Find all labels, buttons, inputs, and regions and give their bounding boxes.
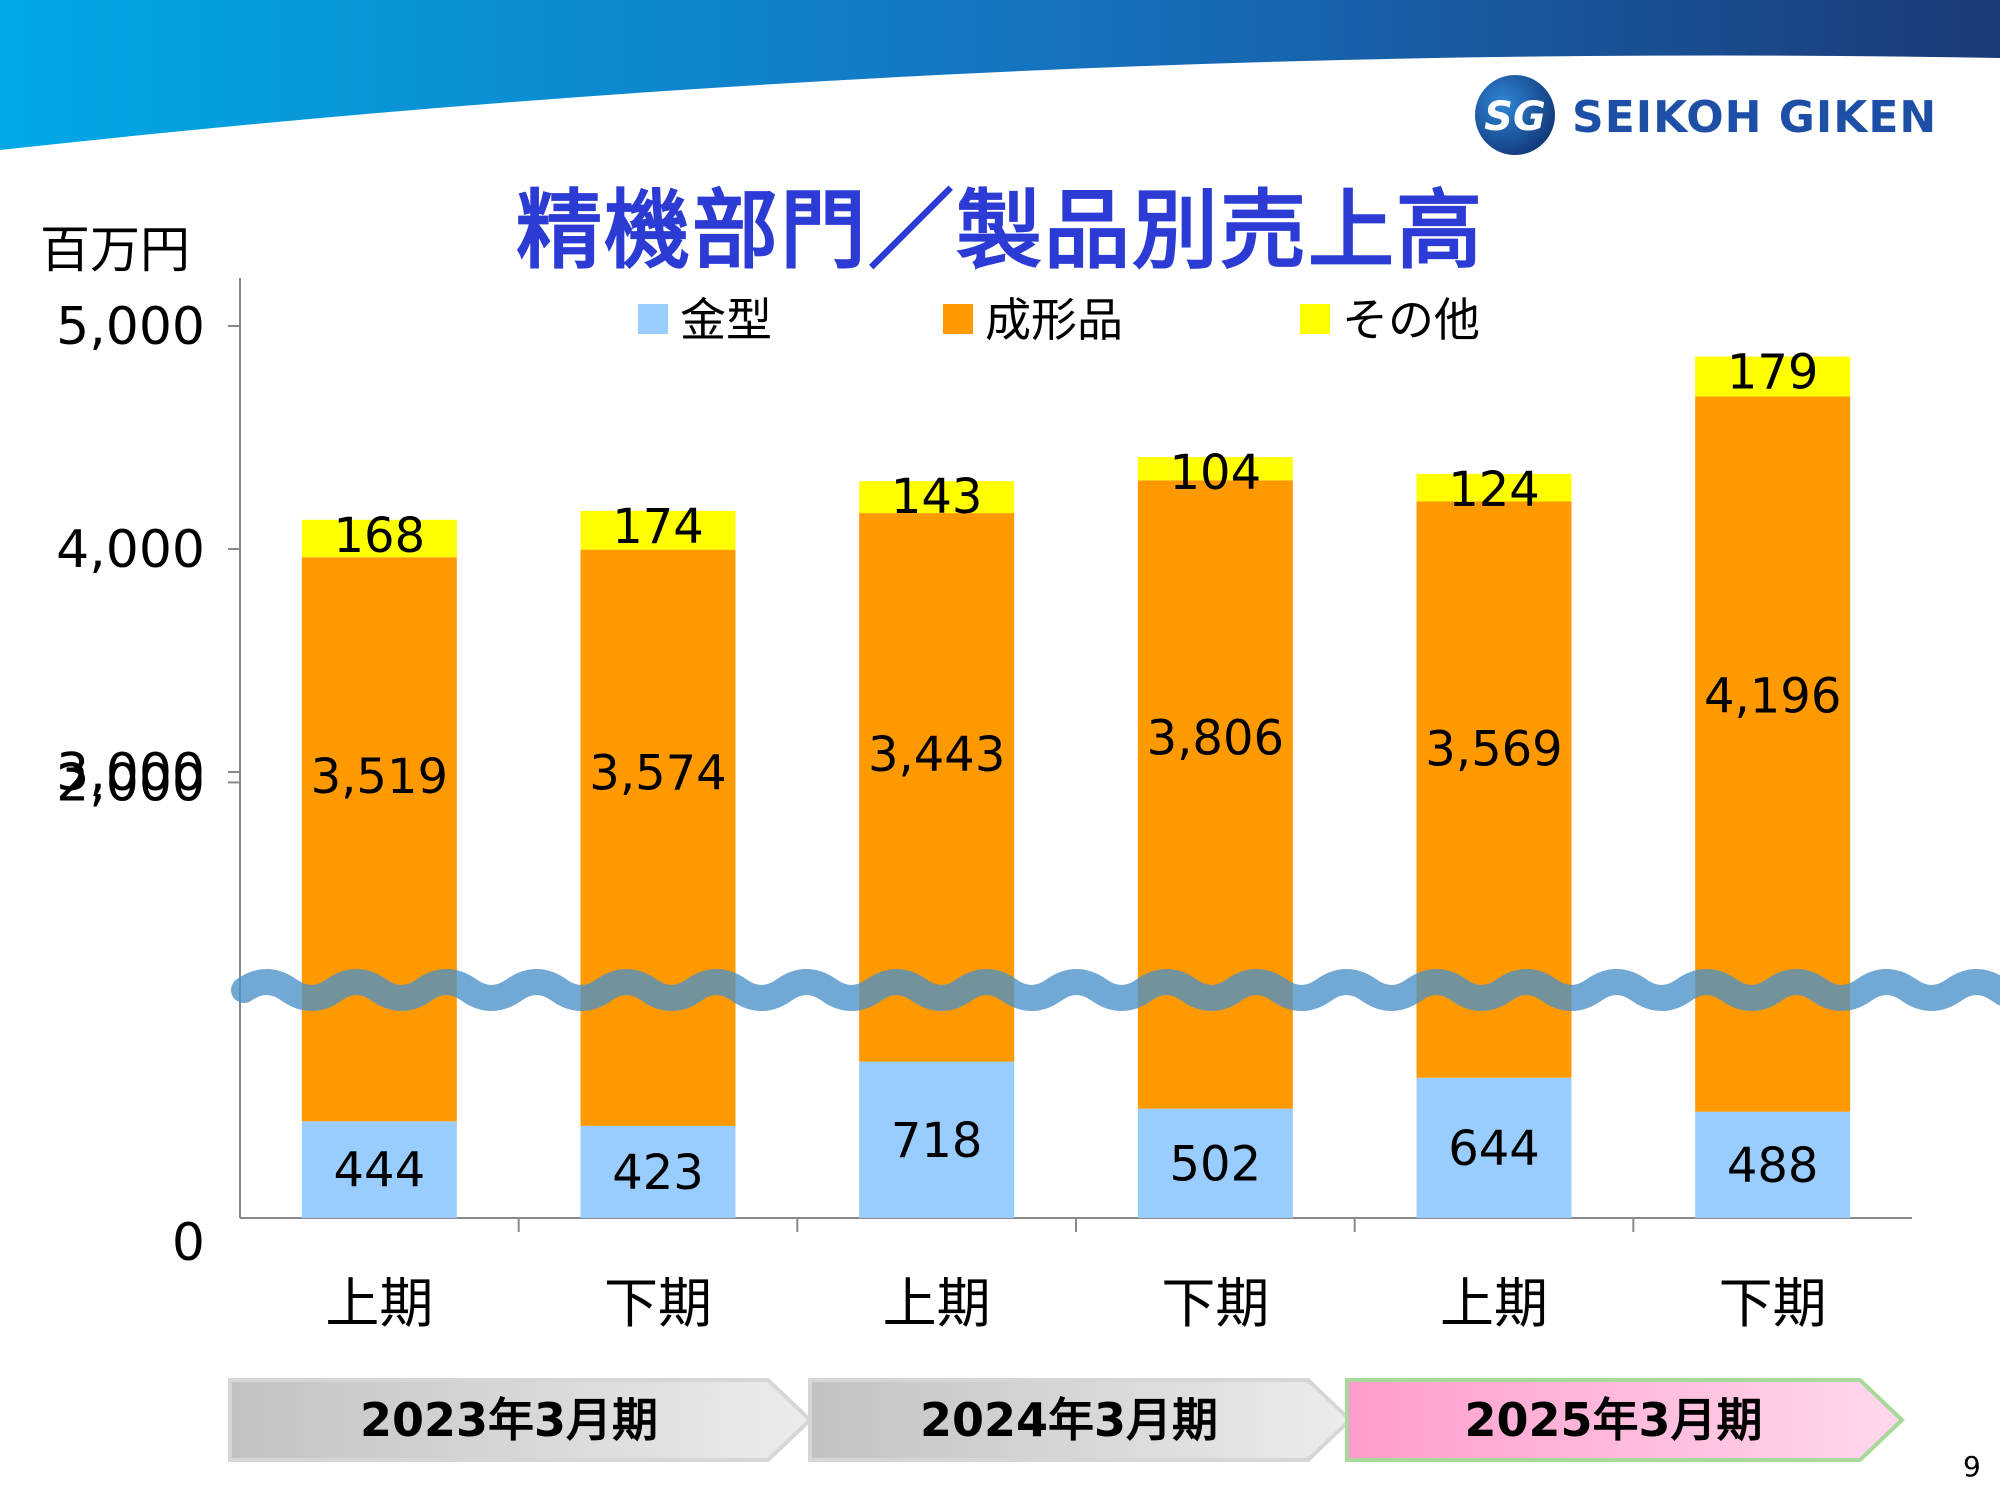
x-category-label: 下期 xyxy=(1719,1272,1827,1335)
data-label: 502 xyxy=(1170,1136,1262,1192)
bar-segment xyxy=(301,557,457,1122)
legend-swatch xyxy=(638,304,668,334)
header-banner xyxy=(0,0,2000,150)
legend-label: その他 xyxy=(1342,293,1480,347)
legend-swatch xyxy=(943,304,973,334)
data-label: 3,443 xyxy=(868,727,1005,783)
brand-name: SEIKOH GIKEN xyxy=(1572,92,1938,143)
fiscal-period-arrow xyxy=(1345,1378,1905,1462)
y-tick-label: 5,000 xyxy=(56,297,205,357)
data-label: 124 xyxy=(1448,462,1540,518)
bar-segment xyxy=(1416,473,1572,502)
fiscal-period-label: 2024年3月期 xyxy=(920,1393,1218,1447)
data-label: 3,806 xyxy=(1147,711,1284,767)
axis-break-wave xyxy=(231,969,2000,1011)
page-title: 精機部門／製品別売上高 xyxy=(516,181,1484,281)
legend-swatch xyxy=(1300,304,1330,334)
data-label: 168 xyxy=(334,508,426,564)
x-category-label: 下期 xyxy=(1161,1272,1269,1335)
bar-segment xyxy=(580,510,736,550)
data-label: 179 xyxy=(1727,345,1819,401)
bar-segment xyxy=(1137,1108,1293,1218)
bar-segment xyxy=(1695,1111,1851,1218)
data-label: 143 xyxy=(891,469,983,525)
data-label: 3,519 xyxy=(311,749,448,805)
bar-segment xyxy=(1416,1077,1572,1218)
data-label: 444 xyxy=(334,1143,426,1199)
fiscal-period-label: 2025年3月期 xyxy=(1464,1393,1762,1447)
data-label: 3,569 xyxy=(1425,721,1562,777)
data-label: 488 xyxy=(1727,1138,1819,1194)
page-number: 9 xyxy=(1963,1450,1981,1483)
x-category-label: 上期 xyxy=(1440,1272,1548,1335)
x-category-label: 下期 xyxy=(604,1272,712,1335)
data-label: 718 xyxy=(891,1113,983,1169)
data-label: 174 xyxy=(612,499,704,555)
data-label: 104 xyxy=(1170,445,1262,501)
data-label: 423 xyxy=(612,1145,704,1201)
legend-label: 金型 xyxy=(680,293,772,347)
data-label: 4,196 xyxy=(1704,669,1841,725)
data-label: 3,574 xyxy=(589,745,726,801)
company-logo-icon: SG xyxy=(1475,75,1555,155)
bar-segment xyxy=(1137,457,1293,481)
bar-segment xyxy=(301,519,457,558)
y-tick-label: 2,000 xyxy=(56,753,205,813)
x-category-label: 上期 xyxy=(325,1272,433,1335)
bar-segment xyxy=(301,1121,457,1218)
bar-segment xyxy=(580,549,736,1126)
bar-segment xyxy=(1137,480,1293,1109)
y-tick-label: 0 xyxy=(172,1213,205,1273)
y-tick-label: 4,000 xyxy=(56,520,205,580)
fiscal-period-arrow xyxy=(808,1378,1353,1462)
bar-segment xyxy=(580,1125,736,1218)
legend-label: 成形品 xyxy=(985,293,1123,347)
data-label: 644 xyxy=(1448,1121,1540,1177)
bar-segment xyxy=(1695,356,1851,397)
fiscal-period-arrow xyxy=(228,1378,813,1462)
x-category-label: 上期 xyxy=(883,1272,991,1335)
y-tick-label: 3,000 xyxy=(56,743,205,803)
bar-segment xyxy=(859,1061,1015,1218)
y-axis-unit-label: 百万円 xyxy=(40,221,190,279)
fiscal-period-label: 2023年3月期 xyxy=(360,1393,658,1447)
svg-text:SG: SG xyxy=(1484,94,1546,140)
bar-segment xyxy=(859,481,1015,514)
